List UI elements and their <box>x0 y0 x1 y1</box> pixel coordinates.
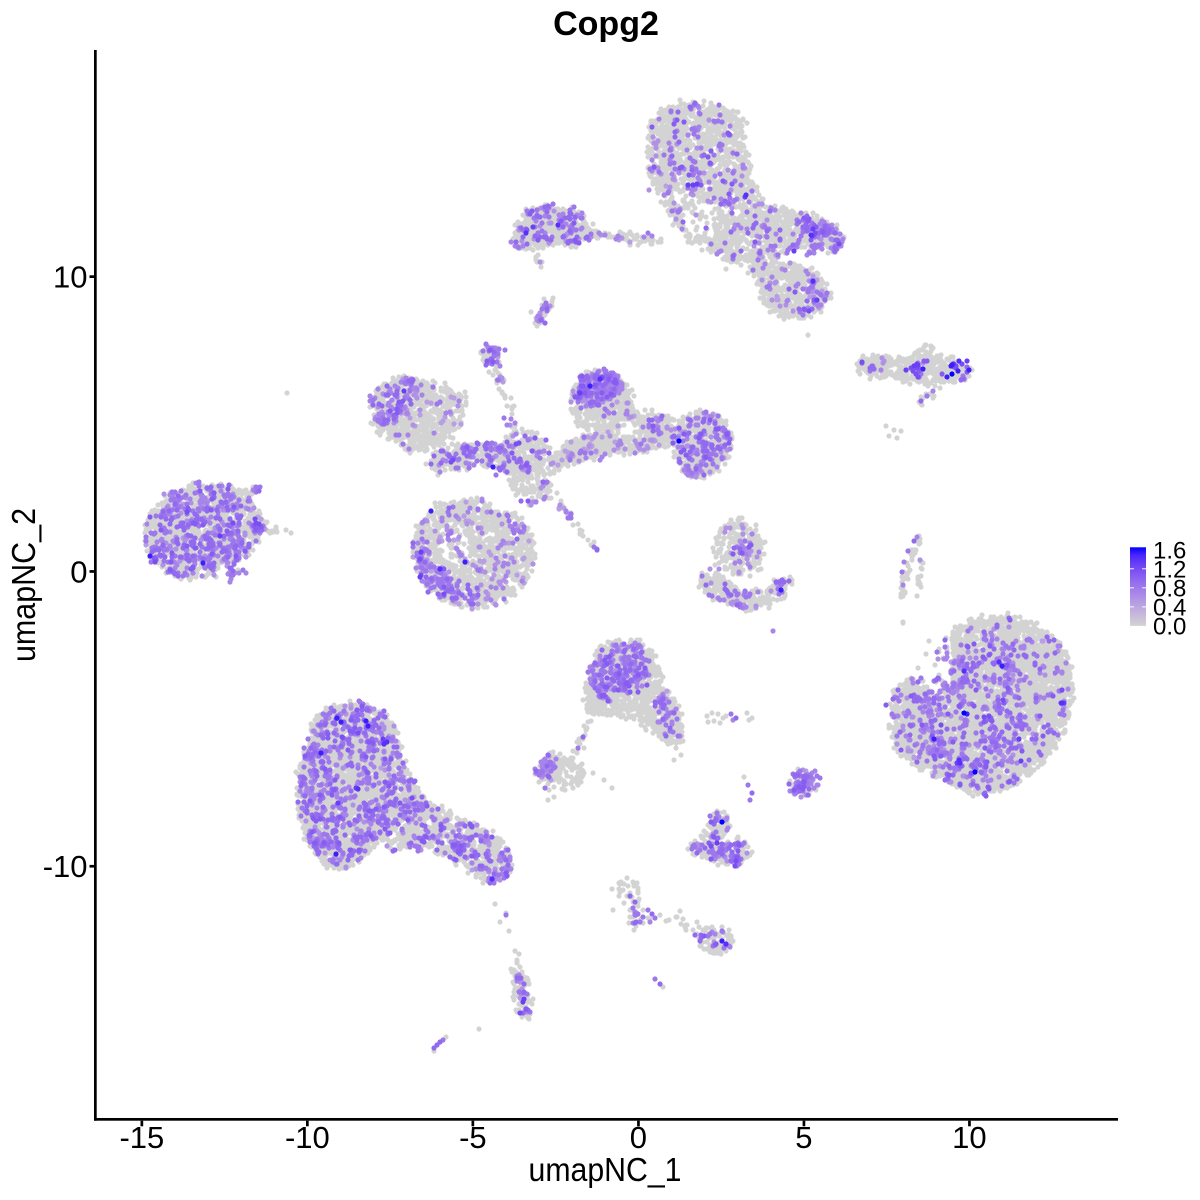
svg-text:0: 0 <box>70 554 87 589</box>
svg-text:1.2: 1.2 <box>1153 556 1186 583</box>
svg-text:10: 10 <box>53 260 87 295</box>
svg-text:0: 0 <box>630 1120 647 1155</box>
svg-text:umapNC_1: umapNC_1 <box>529 1151 682 1188</box>
svg-text:Copg2: Copg2 <box>553 5 659 43</box>
svg-text:-10: -10 <box>43 849 88 884</box>
svg-text:0.8: 0.8 <box>1153 575 1186 602</box>
svg-text:0.0: 0.0 <box>1153 614 1186 641</box>
svg-text:-5: -5 <box>459 1120 487 1155</box>
svg-text:umapNC_2: umapNC_2 <box>5 508 42 662</box>
svg-text:5: 5 <box>795 1120 812 1155</box>
svg-text:1.6: 1.6 <box>1153 537 1186 564</box>
svg-text:10: 10 <box>952 1120 986 1155</box>
svg-text:-10: -10 <box>285 1120 330 1155</box>
svg-text:-15: -15 <box>119 1120 164 1155</box>
svg-text:0.4: 0.4 <box>1153 594 1186 621</box>
